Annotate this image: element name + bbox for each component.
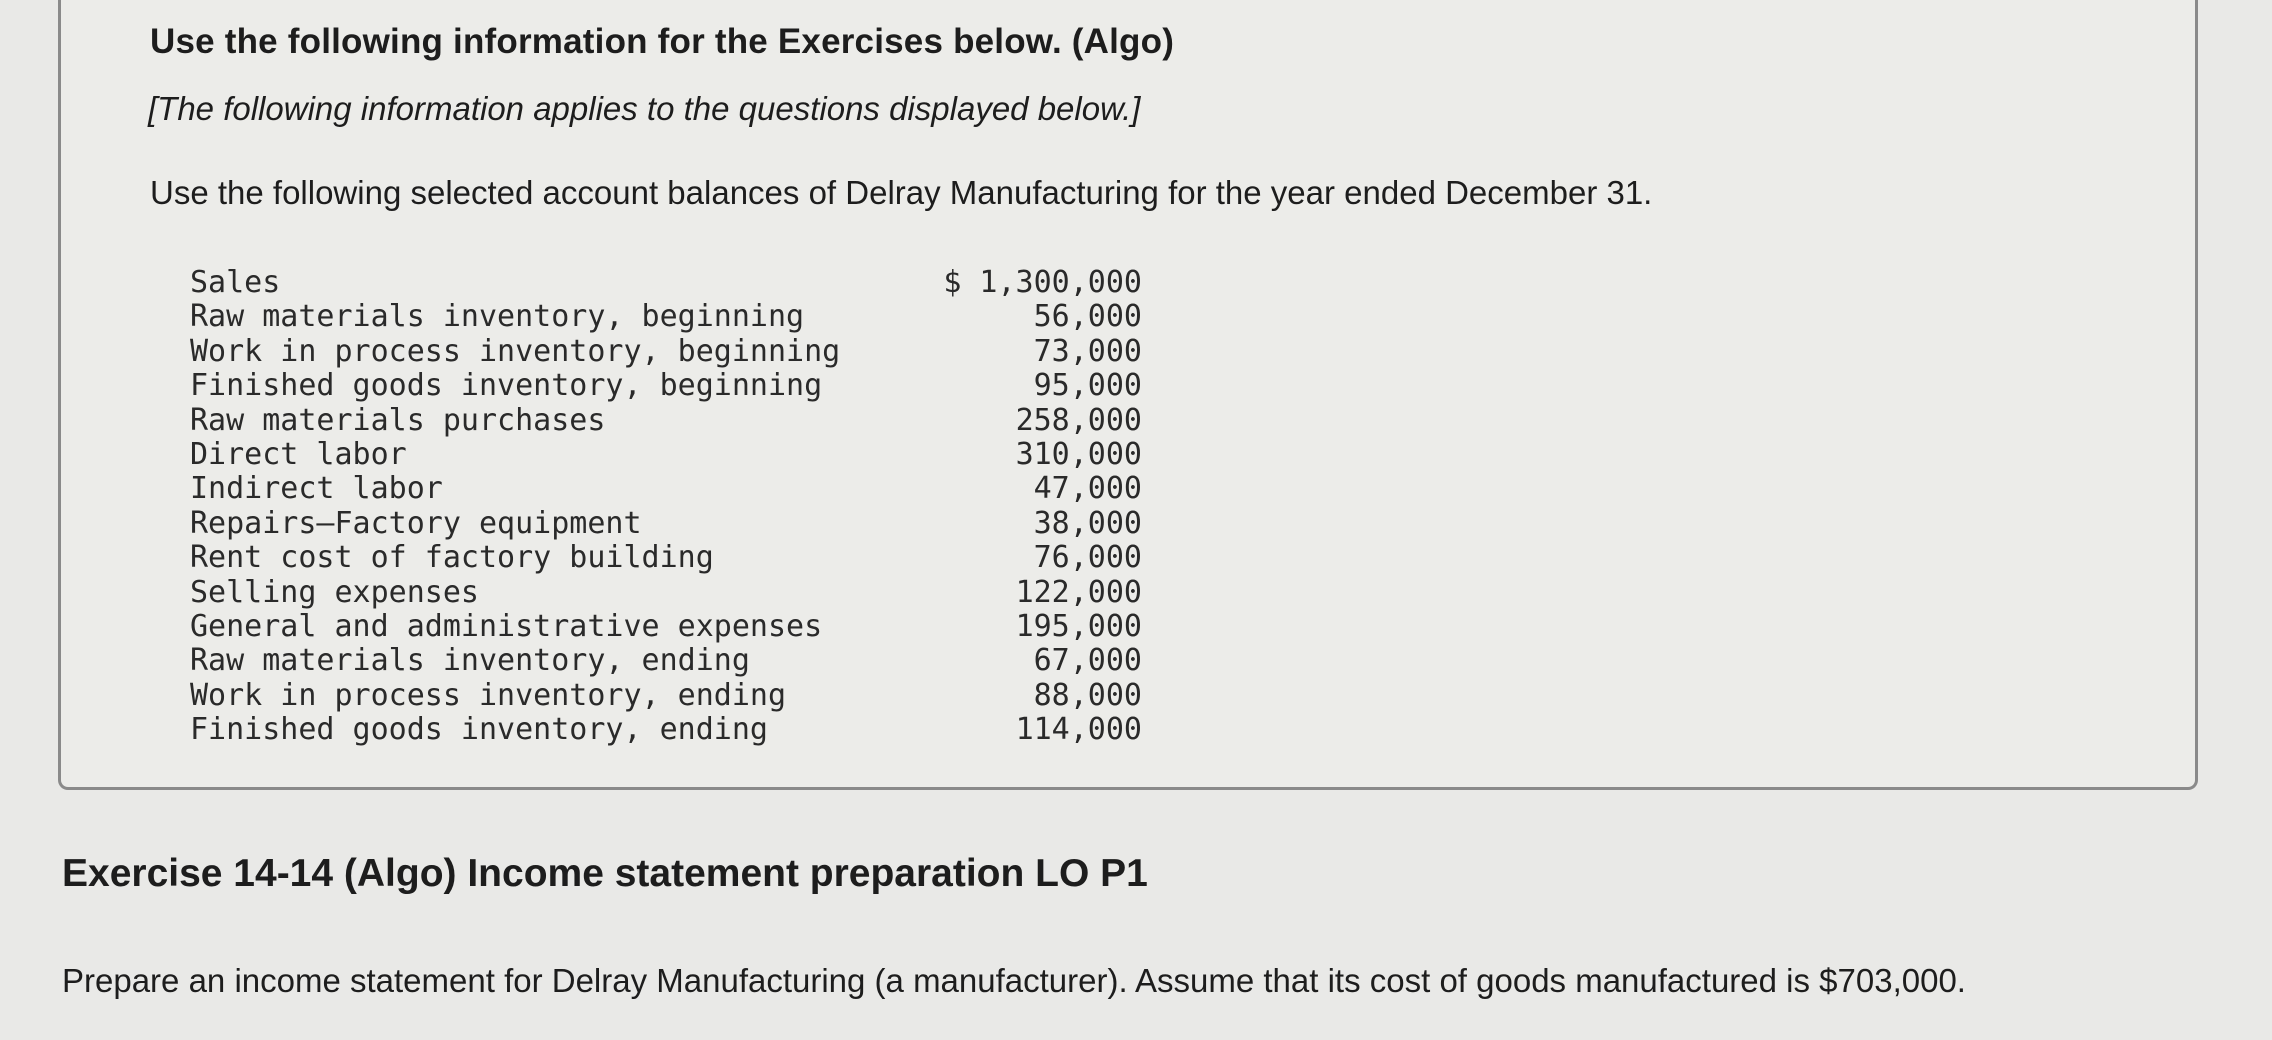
info-intro: Use the following selected account balan… — [150, 174, 1653, 211]
account-amount: 67,000 — [1033, 643, 1142, 679]
table-row: Work in process inventory, beginning 73,0… — [190, 333, 1142, 369]
account-amount: $ 1,300,000 — [943, 265, 1142, 300]
account-label: Direct labor — [190, 437, 407, 473]
account-label: Work in process inventory, beginning — [190, 333, 841, 369]
account-amount: 195,000 — [1015, 609, 1142, 645]
account-amount: 258,000 — [1015, 402, 1142, 438]
table-row: Finished goods inventory, beginning 95,00… — [190, 368, 1142, 404]
table-row: General and administrative expenses 195,0… — [190, 609, 1142, 645]
account-label: Raw materials inventory, beginning — [190, 299, 805, 335]
account-label: Work in process inventory, ending — [190, 677, 787, 713]
account-amount: 76,000 — [1033, 540, 1142, 576]
account-balances-table: Sales $ 1,300,000 Raw materials inventory… — [190, 265, 1142, 748]
table-row: Direct labor 310,000 — [190, 437, 1142, 473]
account-label: General and administrative expenses — [190, 609, 823, 645]
table-row: Sales $ 1,300,000 — [190, 265, 1142, 300]
account-label: Raw materials purchases — [190, 402, 606, 438]
table-row: Finished goods inventory, ending 114,000 — [190, 712, 1142, 748]
info-subheading: [The following information applies to th… — [148, 90, 1141, 127]
account-amount: 114,000 — [1015, 712, 1142, 748]
account-amount: 310,000 — [1015, 437, 1142, 473]
table-row: Repairs—Factory equipment 38,000 — [190, 505, 1142, 541]
table-row: Selling expenses 122,000 — [190, 574, 1142, 610]
account-label: Rent cost of factory building — [190, 540, 714, 576]
account-amount: 95,000 — [1033, 368, 1142, 404]
account-label: Sales — [190, 265, 281, 300]
account-label: Finished goods inventory, ending — [190, 712, 768, 748]
table-row: Raw materials inventory, beginning 56,000 — [190, 299, 1142, 335]
account-amount: 88,000 — [1033, 677, 1142, 713]
info-panel — [58, 0, 2198, 790]
exercise-prompt: Prepare an income statement for Delray M… — [62, 962, 1966, 999]
account-amount: 56,000 — [1033, 299, 1142, 335]
table-row: Indirect labor 47,000 — [190, 471, 1142, 507]
exercise-title: Exercise 14-14 (Algo) Income statement p… — [62, 852, 1148, 895]
info-heading: Use the following information for the Ex… — [150, 22, 1175, 61]
table-row: Raw materials inventory, ending 67,000 — [190, 643, 1142, 679]
account-label: Indirect labor — [190, 471, 443, 507]
account-amount: 73,000 — [1033, 333, 1142, 369]
table-row: Work in process inventory, ending 88,000 — [190, 677, 1142, 713]
account-label: Finished goods inventory, beginning — [190, 368, 823, 404]
account-amount: 38,000 — [1033, 505, 1142, 541]
account-label: Raw materials inventory, ending — [190, 643, 750, 679]
account-label: Repairs—Factory equipment — [190, 505, 642, 541]
account-amount: 122,000 — [1015, 574, 1142, 610]
account-label: Selling expenses — [190, 574, 479, 610]
table-row: Raw materials purchases 258,000 — [190, 402, 1142, 438]
table-row: Rent cost of factory building 76,000 — [190, 540, 1142, 576]
account-amount: 47,000 — [1033, 471, 1142, 507]
